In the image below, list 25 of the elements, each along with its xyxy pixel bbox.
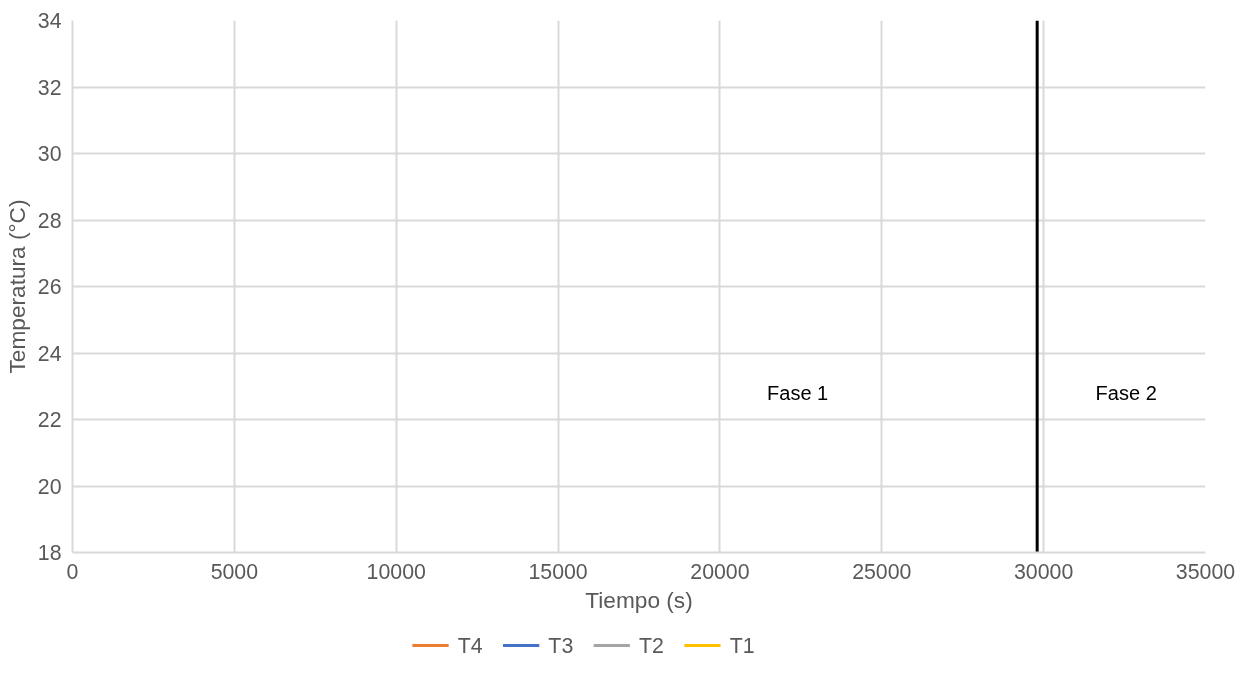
x-axis-title: Tiempo (s) [585, 586, 693, 613]
x-tick-label: 10000 [366, 559, 427, 584]
x-tick-label: 5000 [210, 559, 259, 584]
x-tick-label: 15000 [528, 559, 588, 584]
legend-label: T4 [457, 633, 483, 658]
x-tick-label: 35000 [1175, 559, 1236, 584]
legend-label: T2 [639, 633, 664, 658]
annotation: Fase 1 [767, 381, 829, 404]
y-tick-label: 20 [37, 474, 62, 499]
y-tick-label: 22 [37, 408, 62, 432]
y-axis-title: Temperatura (°C) [3, 199, 30, 374]
x-tick-label: 0 [66, 559, 79, 584]
y-tick-label: 24 [37, 341, 62, 366]
legend-label: T3 [548, 633, 574, 658]
y-tick-label: 18 [37, 541, 62, 565]
y-tick-label: 28 [37, 208, 62, 233]
y-tick-label: 26 [37, 275, 62, 299]
legend-label: T1 [729, 633, 755, 658]
x-tick-label: 25000 [852, 559, 912, 584]
y-tick-label: 32 [37, 75, 62, 100]
y-tick-label: 34 [37, 9, 62, 33]
annotation: Fase 2 [1095, 381, 1157, 404]
x-tick-label: 20000 [690, 559, 750, 584]
x-tick-label: 30000 [1013, 559, 1074, 584]
y-tick-label: 30 [37, 142, 62, 166]
